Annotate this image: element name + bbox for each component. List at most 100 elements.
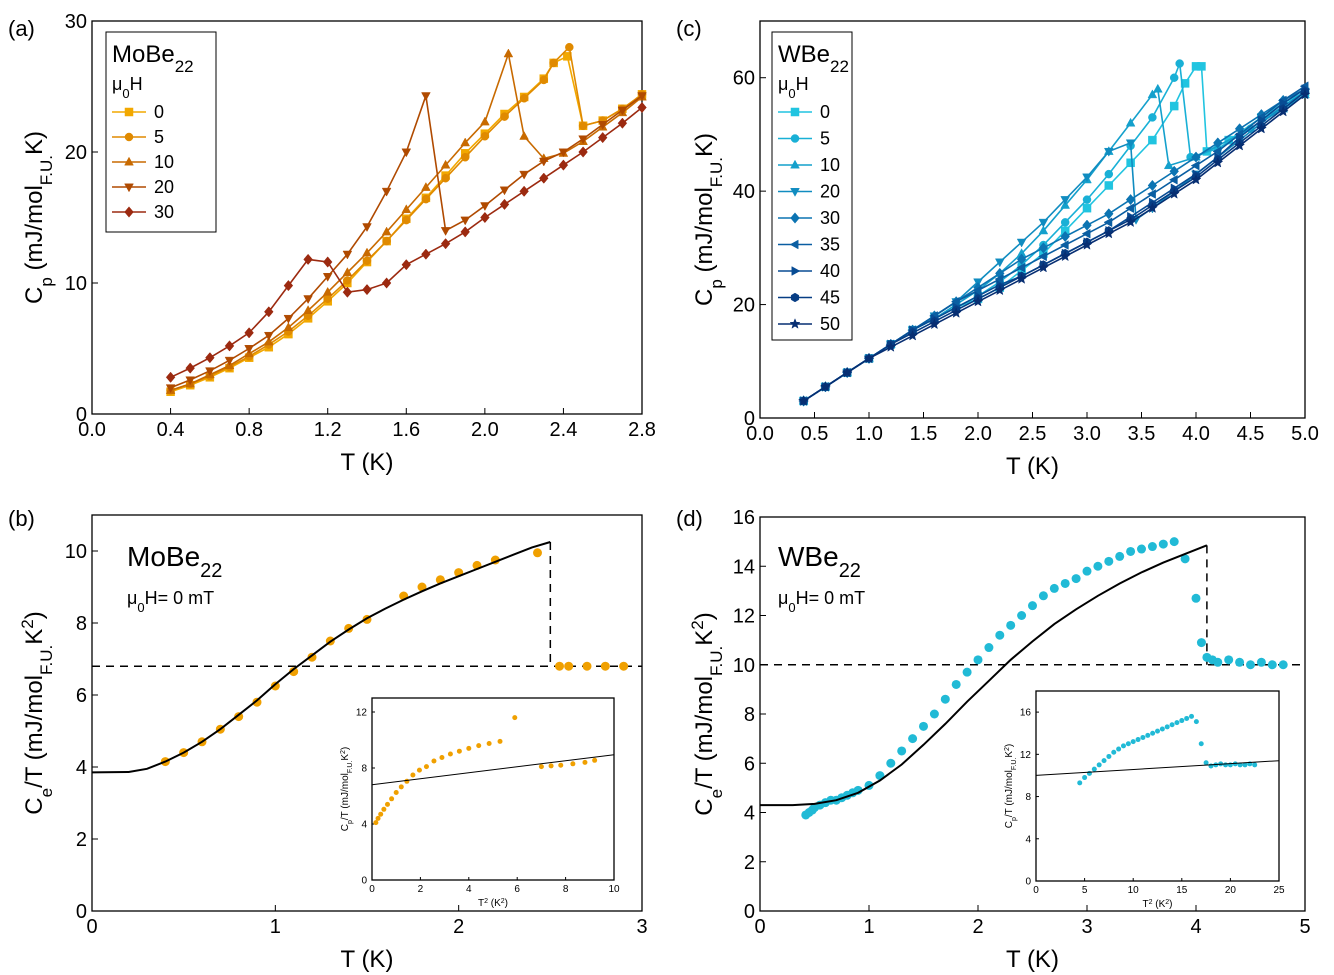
data-point: [549, 58, 558, 68]
data-point: [617, 106, 628, 116]
data-point: [1196, 638, 1206, 648]
data-point: [1038, 591, 1048, 601]
inset-fit-line: [371, 754, 615, 786]
inset-y-axis-label: Cp/T (mJ/molF.U.K2): [340, 747, 354, 832]
x-tick-label: 0: [369, 884, 375, 895]
data-point: [1103, 227, 1115, 239]
y-tick-label: 12: [1020, 750, 1032, 761]
legend-entry-label: 20: [820, 182, 840, 202]
y-axis-label: Cp (mJ/molF.U.K): [21, 131, 56, 304]
data-point: [533, 548, 542, 558]
x-tick-label: 1.5: [910, 423, 938, 445]
data-point: [421, 92, 431, 102]
inset-data-point: [582, 759, 588, 765]
data-point: [928, 318, 940, 330]
data-point: [1103, 217, 1113, 228]
y-tick-label: 8: [361, 764, 367, 775]
inset-data-point: [447, 751, 453, 757]
data-point: [578, 135, 588, 145]
series-line: [803, 94, 1306, 402]
inset-fit-line: [1035, 760, 1280, 776]
data-point: [381, 187, 392, 197]
data-point: [1115, 551, 1125, 561]
data-point: [499, 186, 510, 196]
data-point: [841, 366, 853, 378]
data-point: [401, 204, 412, 214]
y-tick-label: 0: [744, 901, 755, 923]
data-point: [402, 215, 411, 225]
data-point: [1082, 566, 1092, 576]
data-point: [538, 157, 549, 167]
x-tick-label: 0.8: [235, 419, 263, 441]
legend-box: [771, 31, 853, 341]
data-point: [441, 173, 450, 183]
legend-entry-label: 40: [820, 261, 840, 281]
legend-field-label: μ0H: [112, 74, 143, 101]
series-line: [803, 63, 1306, 402]
y-tick-label: 8: [76, 613, 87, 635]
inset-data-point: [1101, 758, 1107, 764]
data-point: [1082, 219, 1092, 231]
data-point: [1104, 181, 1114, 190]
series-30: [165, 101, 647, 383]
data-point: [503, 48, 514, 58]
inset-data-point: [486, 741, 492, 746]
data-point: [578, 146, 588, 158]
data-point: [382, 236, 391, 246]
data-point: [1169, 537, 1179, 547]
inset-data-point: [497, 738, 503, 744]
legend-marker: [124, 206, 134, 218]
data-point: [1038, 225, 1049, 235]
data-point: [565, 42, 574, 52]
series-45: [799, 87, 1310, 406]
x-tick-label: 8: [563, 884, 569, 895]
inset-background: [372, 698, 614, 880]
legend-marker: [790, 134, 800, 143]
x-tick-label: 3.5: [1128, 423, 1156, 445]
inset-data-point: [558, 762, 564, 768]
x-tick-label: 1: [270, 916, 281, 938]
inset-data-point: [373, 820, 379, 826]
data-point: [224, 340, 235, 352]
inset-data-point: [1125, 741, 1131, 747]
data-point: [362, 284, 372, 296]
data-point: [617, 117, 628, 129]
plot-frame: [371, 697, 615, 881]
data-point: [1016, 238, 1027, 248]
data-point: [185, 376, 196, 386]
y-tick-label: 40: [733, 181, 755, 203]
data-point: [322, 256, 333, 268]
y-tick-label: 4: [361, 820, 367, 831]
plot-frame: [91, 514, 643, 912]
data-point: [1255, 122, 1267, 134]
inset-data-point: [1140, 734, 1146, 740]
data-point: [1190, 173, 1202, 185]
data-point: [582, 661, 592, 671]
data-point: [798, 395, 810, 406]
legend-box: [105, 31, 217, 233]
legend-marker: [124, 132, 134, 142]
y-tick-label: 0: [76, 404, 87, 426]
inset-data-point: [375, 815, 381, 821]
data-point: [1299, 88, 1311, 100]
inset-data-point: [393, 790, 399, 795]
data-point: [907, 329, 919, 341]
data-point: [819, 380, 831, 392]
y-tick-label: 12: [733, 606, 755, 628]
legend-entry-label: 10: [154, 152, 174, 172]
data-point: [401, 148, 412, 158]
data-point: [1147, 89, 1158, 99]
series-5: [166, 42, 647, 395]
data-point: [1148, 113, 1157, 122]
data-point: [165, 371, 176, 383]
y-axis-label: Ce/T (mJ/molF.U.K2): [688, 612, 726, 815]
data-point: [270, 681, 280, 691]
data-point: [1168, 174, 1178, 185]
data-point: [1060, 578, 1070, 588]
legend-entry-label: 10: [820, 155, 840, 175]
legend-entry-label: 30: [820, 208, 840, 228]
y-tick-label: 20: [733, 295, 755, 317]
data-point: [1082, 195, 1092, 204]
x-tick-label: 4: [466, 884, 472, 895]
data-point: [1152, 83, 1163, 93]
